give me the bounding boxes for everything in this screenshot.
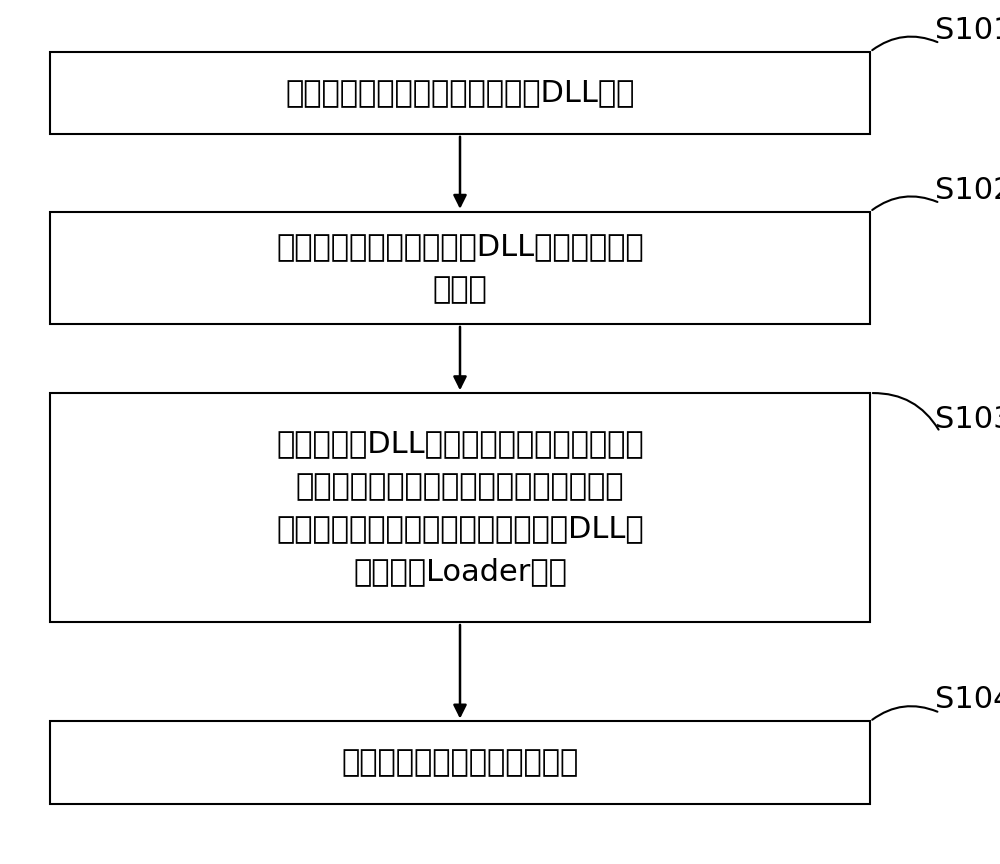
Text: S101: S101 (935, 16, 1000, 45)
Text: S104: S104 (935, 685, 1000, 715)
Text: 清除或隔离所述目标检测程序: 清除或隔离所述目标检测程序 (341, 748, 579, 777)
Bar (50, 393, 870, 622)
Text: 判断在所述DLL文件的多个导出函数中是否
有且仅有一个所述导出函数具有逻辑功能
，若是，则确定所述目标检测程序的DLL文
件是所述Loader病毒: 判断在所述DLL文件的多个导出函数中是否 有且仅有一个所述导出函数具有逻辑功能 … (276, 429, 644, 587)
Bar (50, 721, 870, 804)
FancyArrowPatch shape (873, 393, 939, 429)
Text: 获取目标检测程序的动态链接库DLL文件: 获取目标检测程序的动态链接库DLL文件 (285, 79, 635, 107)
Text: S103: S103 (935, 404, 1000, 434)
Bar (50, 52, 870, 134)
Text: 提取所述目标检测程序的DLL文件的多个导
出函数: 提取所述目标检测程序的DLL文件的多个导 出函数 (276, 232, 644, 304)
FancyArrowPatch shape (872, 706, 937, 720)
Bar (50, 212, 870, 324)
FancyArrowPatch shape (872, 196, 937, 210)
Text: S102: S102 (935, 175, 1000, 205)
FancyArrowPatch shape (872, 36, 937, 50)
